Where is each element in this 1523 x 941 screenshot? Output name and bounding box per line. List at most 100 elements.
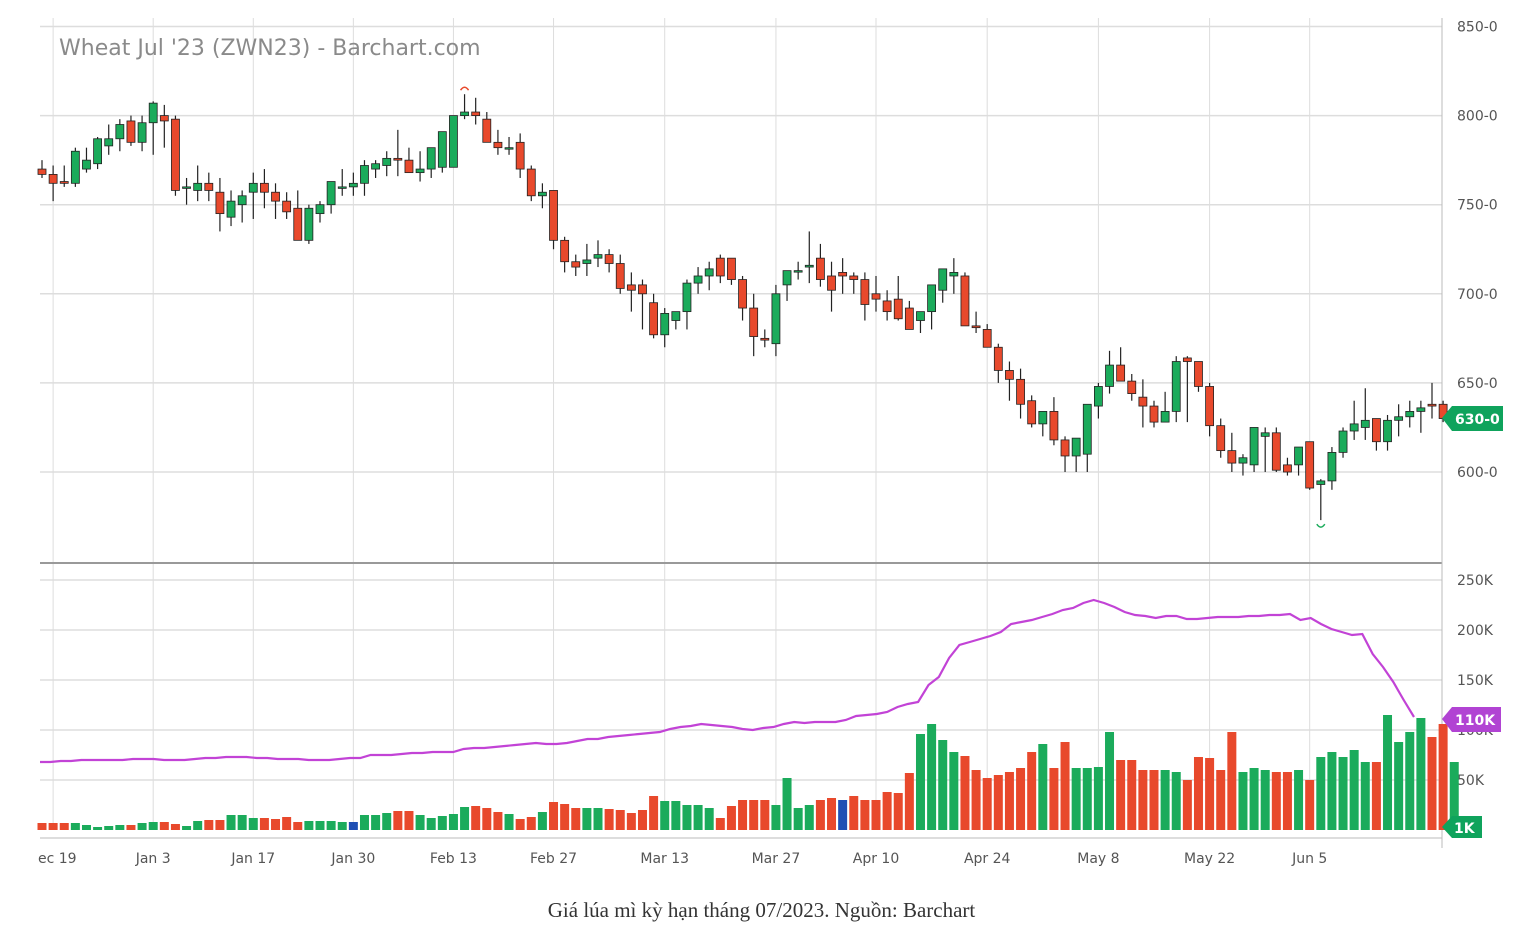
volume-bar: [693, 805, 703, 830]
volume-bar: [1405, 732, 1415, 830]
candle: [115, 119, 125, 152]
candle: [771, 284, 781, 357]
volume-bar: [1383, 715, 1393, 830]
volume-bar: [971, 770, 981, 830]
date-tick-label: Jan 3: [135, 851, 171, 867]
date-tick-label: Jan 30: [330, 851, 375, 867]
volume-bar: [1027, 752, 1037, 830]
candle: [938, 268, 948, 303]
volume-bar: [1093, 767, 1103, 830]
volume-bar: [382, 813, 392, 830]
volume-bar: [704, 808, 714, 830]
candle: [682, 279, 692, 330]
candle: [326, 181, 336, 214]
candle: [449, 115, 458, 168]
candle: [70, 147, 80, 187]
volume-bar: [1016, 768, 1026, 830]
volume-bar: [348, 822, 358, 830]
volume-bar: [649, 796, 659, 830]
chart-title: Wheat Jul '23 (ZWN23) - Barchart.com: [59, 36, 481, 61]
candle: [382, 151, 392, 177]
volume-bar: [515, 819, 525, 830]
volume-bar: [1182, 780, 1192, 830]
candle: [93, 136, 102, 170]
volume-bar: [1049, 768, 1059, 830]
high-marker-icon: [459, 86, 470, 91]
volume-bar: [1227, 732, 1237, 830]
candle: [927, 284, 936, 330]
candle: [1171, 356, 1181, 423]
volume-bar: [1060, 742, 1070, 830]
volume-bar: [1205, 758, 1215, 830]
chart-grid: [40, 18, 1443, 848]
volume-bar: [593, 808, 603, 830]
volume-bar: [226, 815, 236, 830]
volume-bar: [915, 734, 925, 830]
candle: [393, 129, 403, 177]
candle: [1127, 373, 1137, 401]
candle: [604, 249, 614, 273]
volume-bar: [927, 724, 937, 830]
volume-bar: [526, 817, 536, 830]
wheat-chart: Wheat Jul '23 (ZWN23) - Barchart.com 600…: [37, 18, 1503, 867]
candle: [949, 258, 959, 294]
volume-bar: [1149, 770, 1159, 830]
volume-bar: [460, 807, 470, 830]
volume-bar: [293, 822, 303, 830]
candle: [215, 177, 225, 232]
candle: [671, 311, 681, 330]
volume-bar: [304, 821, 314, 830]
volume-bar: [248, 818, 258, 830]
volume-bar: [904, 773, 914, 830]
candle: [1194, 361, 1203, 392]
volume-tick-label: 250K: [1457, 573, 1494, 589]
volume-bar: [148, 822, 158, 830]
candle: [371, 160, 381, 178]
date-tick-label: Apr 10: [853, 851, 899, 867]
volume-bar: [1193, 757, 1203, 830]
volume-bar: [938, 740, 948, 830]
volume-bar: [1271, 772, 1281, 830]
volume-bar: [827, 798, 837, 830]
volume-bar: [1360, 762, 1370, 830]
candle: [560, 236, 570, 273]
candle: [715, 254, 725, 284]
candle: [582, 243, 592, 276]
volume-bar: [1394, 742, 1404, 830]
candle: [126, 115, 136, 146]
candle: [1349, 400, 1359, 440]
volume-bar: [159, 822, 169, 830]
volume-bar: [1004, 772, 1014, 830]
candle: [237, 190, 247, 223]
candle: [1016, 368, 1025, 419]
volume-bar: [193, 821, 203, 830]
volume-bar: [1438, 724, 1448, 830]
last-volume-label: 1K: [1454, 821, 1476, 837]
candle: [1360, 388, 1370, 440]
volume-bar: [549, 802, 559, 830]
volume-bar: [404, 811, 414, 830]
volume-tick-label: 200K: [1457, 623, 1494, 639]
candle: [549, 190, 558, 250]
last-price-badge: 630-0: [1442, 406, 1503, 431]
volume-bar: [560, 804, 570, 830]
volume-bar: [1127, 760, 1137, 830]
volume-bar: [437, 816, 447, 830]
volume-bar: [182, 826, 192, 830]
volume-bar: [215, 820, 225, 830]
candle: [226, 190, 236, 227]
candle: [259, 169, 269, 209]
candle: [1138, 379, 1148, 428]
candle: [315, 201, 325, 223]
volume-bar: [315, 821, 325, 830]
volume-bar: [782, 778, 792, 830]
volume-bar: [1294, 770, 1304, 830]
volume-bar: [1116, 760, 1126, 830]
volume-bar: [1282, 772, 1292, 830]
candle: [193, 165, 203, 202]
last-volume-badge: 1K: [1442, 816, 1482, 838]
volume-bar: [1171, 772, 1181, 830]
volume-bar: [660, 801, 670, 830]
volume-bar: [59, 823, 69, 830]
volume-bar: [1249, 768, 1259, 830]
